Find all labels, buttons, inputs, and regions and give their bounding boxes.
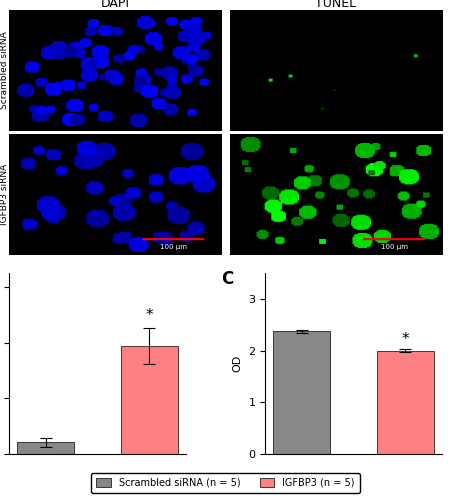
Bar [273, 331, 330, 454]
Title: TUNEL: TUNEL [315, 0, 356, 10]
Text: 100 μm: 100 μm [381, 244, 408, 250]
Y-axis label: OD: OD [233, 355, 243, 372]
Title: DAPI: DAPI [101, 0, 129, 10]
Y-axis label: Scrambled siRNA: Scrambled siRNA [0, 32, 9, 109]
Text: *: * [145, 308, 153, 324]
Legend: Scrambled siRNA (n = 5), IGFBP3 (n = 5): Scrambled siRNA (n = 5), IGFBP3 (n = 5) [92, 473, 359, 492]
Text: C: C [221, 270, 233, 288]
Y-axis label: IGFBP3 siRNA: IGFBP3 siRNA [0, 164, 9, 225]
Text: *: * [402, 332, 409, 346]
Bar [121, 346, 178, 454]
Text: 100 μm: 100 μm [160, 244, 187, 250]
Bar [17, 442, 74, 454]
Bar [377, 350, 434, 454]
